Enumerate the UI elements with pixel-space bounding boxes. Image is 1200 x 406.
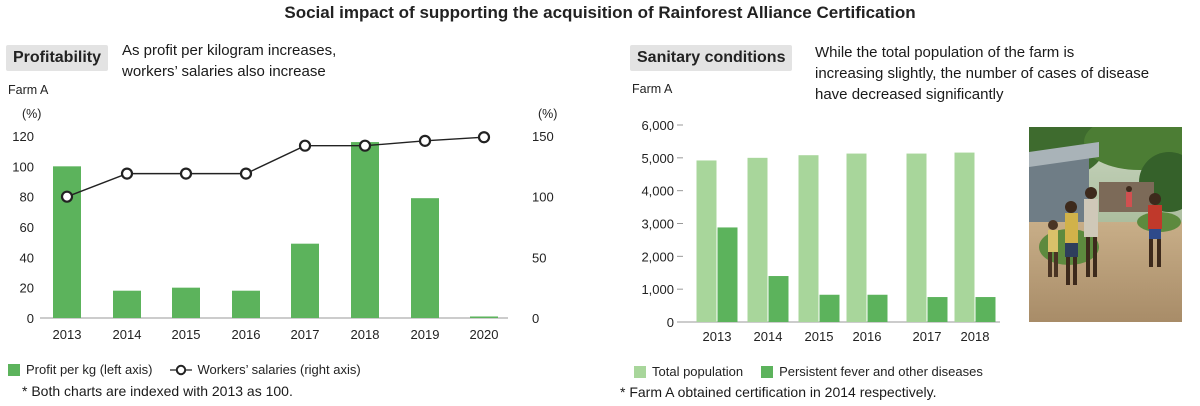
x-axis-tick-label: 2018 [961, 329, 990, 344]
legend-profit: Profit per kg (left axis) [8, 362, 152, 377]
sanitary-tag: Sanitary conditions [630, 45, 793, 71]
left-axis-tick-label: 40 [20, 250, 34, 265]
disease-bar [768, 276, 789, 322]
total-population-bar [954, 152, 975, 322]
x-axis-tick-label: 2013 [53, 327, 82, 342]
salaries-point [477, 131, 491, 144]
x-axis-tick-label: 2015 [172, 327, 201, 342]
left-axis-tick-label: 60 [20, 220, 34, 235]
farm-children-photo [1029, 127, 1182, 322]
x-axis-tick-label: 2017 [291, 327, 320, 342]
profitability-description: As profit per kilogram increases, worker… [122, 40, 336, 82]
right-axis-tick-label: 150 [532, 129, 554, 144]
salaries-point [179, 167, 193, 180]
profit-bar [351, 142, 379, 318]
left-axis-tick-label: 0 [27, 311, 34, 326]
x-axis-tick-label: 2020 [470, 327, 499, 342]
right-axis-tick-label: 0 [532, 311, 539, 326]
legend-total-label: Total population [652, 364, 744, 379]
y-axis-tick-label: 6,000 [641, 118, 674, 133]
profitability-note: * Both charts are indexed with 2013 as 1… [22, 383, 293, 399]
page-title: Social impact of supporting the acquisit… [284, 3, 916, 22]
x-axis-tick-label: 2018 [351, 327, 380, 342]
left-axis-tick-label: 80 [20, 190, 34, 205]
salaries-point [418, 134, 432, 147]
profitability-chart: 0 20 40 60 80 100 120 0 50 100 150 2013 2014 2015 2016… [12, 129, 554, 342]
total-population-bar [798, 155, 819, 322]
x-axis-tick-label: 2017 [913, 329, 942, 344]
total-population-bar [696, 160, 717, 322]
profit-bar [53, 166, 81, 318]
profitability-legend: Profit per kg (left axis) Workers’ salar… [8, 362, 379, 377]
right-farm-label: Farm A [632, 82, 673, 96]
legend-disease: Persistent fever and other diseases [761, 364, 983, 379]
left-axis-tick-label: 100 [12, 159, 34, 174]
right-axis-tick-label: 100 [532, 190, 554, 205]
profit-bar [291, 243, 319, 318]
sanitary-description: While the total population of the farm i… [815, 42, 1149, 105]
y-axis-tick-label: 5,000 [641, 151, 674, 166]
legend-profit-swatch [8, 363, 20, 376]
profit-bar [113, 290, 141, 318]
legend-salaries-marker [170, 364, 193, 375]
total-population-bar [747, 157, 768, 322]
x-axis-tick-label: 2014 [113, 327, 142, 342]
legend-salaries: Workers’ salaries (right axis) [170, 362, 361, 377]
sanitary-note: * Farm A obtained certification in 2014 … [620, 384, 937, 400]
right-axis-unit: (%) [538, 107, 558, 121]
profit-bar [470, 316, 498, 318]
disease-bar [975, 297, 996, 322]
left-axis-unit: (%) [22, 107, 42, 121]
disease-bar [717, 227, 738, 322]
disease-bar [867, 294, 888, 322]
y-axis-tick-label: 2,000 [641, 249, 674, 264]
salaries-point [60, 190, 74, 203]
profit-bar [232, 290, 260, 318]
legend-disease-swatch [761, 365, 774, 378]
salaries-line [66, 136, 485, 198]
profitability-description-line1: As profit per kilogram increases, [122, 42, 337, 59]
legend-total-population: Total population [634, 364, 743, 379]
profitability-description-line2: workers’ salaries also increase [122, 63, 326, 80]
sanitary-legend: Total population Persistent fever and ot… [634, 364, 1001, 379]
legend-profit-label: Profit per kg (left axis) [26, 362, 153, 377]
y-axis-tick-label: 3,000 [641, 217, 674, 232]
x-axis-tick-label: 2016 [232, 327, 261, 342]
left-axis-tick-label: 120 [12, 129, 34, 144]
x-axis-tick-label: 2014 [754, 329, 783, 344]
salaries-point [358, 139, 372, 152]
y-axis-tick-label: 1,000 [641, 282, 674, 297]
salaries-point [298, 139, 312, 152]
sanitary-description-line1: While the total population of the farm i… [815, 44, 1075, 61]
total-population-bar [846, 153, 867, 322]
salaries-point [120, 167, 134, 180]
sanitary-description-line3: have decreased significantly [815, 86, 1004, 103]
y-axis-tick-label: 0 [667, 315, 674, 330]
profitability-tag: Profitability [6, 45, 109, 71]
x-axis-tick-label: 2015 [805, 329, 834, 344]
disease-bar [927, 297, 948, 322]
profit-bar [411, 198, 439, 318]
sanitary-chart: 0 1,000 2,000 3,000 4,000 5,000 6,000 2013 2014 2… [641, 118, 1000, 344]
y-axis-tick-label: 4,000 [641, 184, 674, 199]
left-farm-label: Farm A [8, 83, 49, 97]
legend-total-swatch [634, 365, 646, 378]
sanitary-description-line2: increasing slightly, the number of cases… [815, 65, 1150, 82]
profit-bar [172, 287, 200, 318]
salaries-point [239, 167, 253, 180]
legend-disease-label: Persistent fever and other diseases [779, 364, 983, 379]
x-axis-tick-label: 2019 [411, 327, 440, 342]
disease-bar [819, 294, 840, 322]
left-axis-tick-label: 20 [20, 281, 34, 296]
x-axis-tick-label: 2016 [853, 329, 882, 344]
x-axis-tick-label: 2013 [703, 329, 732, 344]
right-axis-tick-label: 50 [532, 250, 546, 265]
total-population-bar [906, 153, 927, 322]
legend-salaries-label: Workers’ salaries (right axis) [197, 362, 361, 377]
